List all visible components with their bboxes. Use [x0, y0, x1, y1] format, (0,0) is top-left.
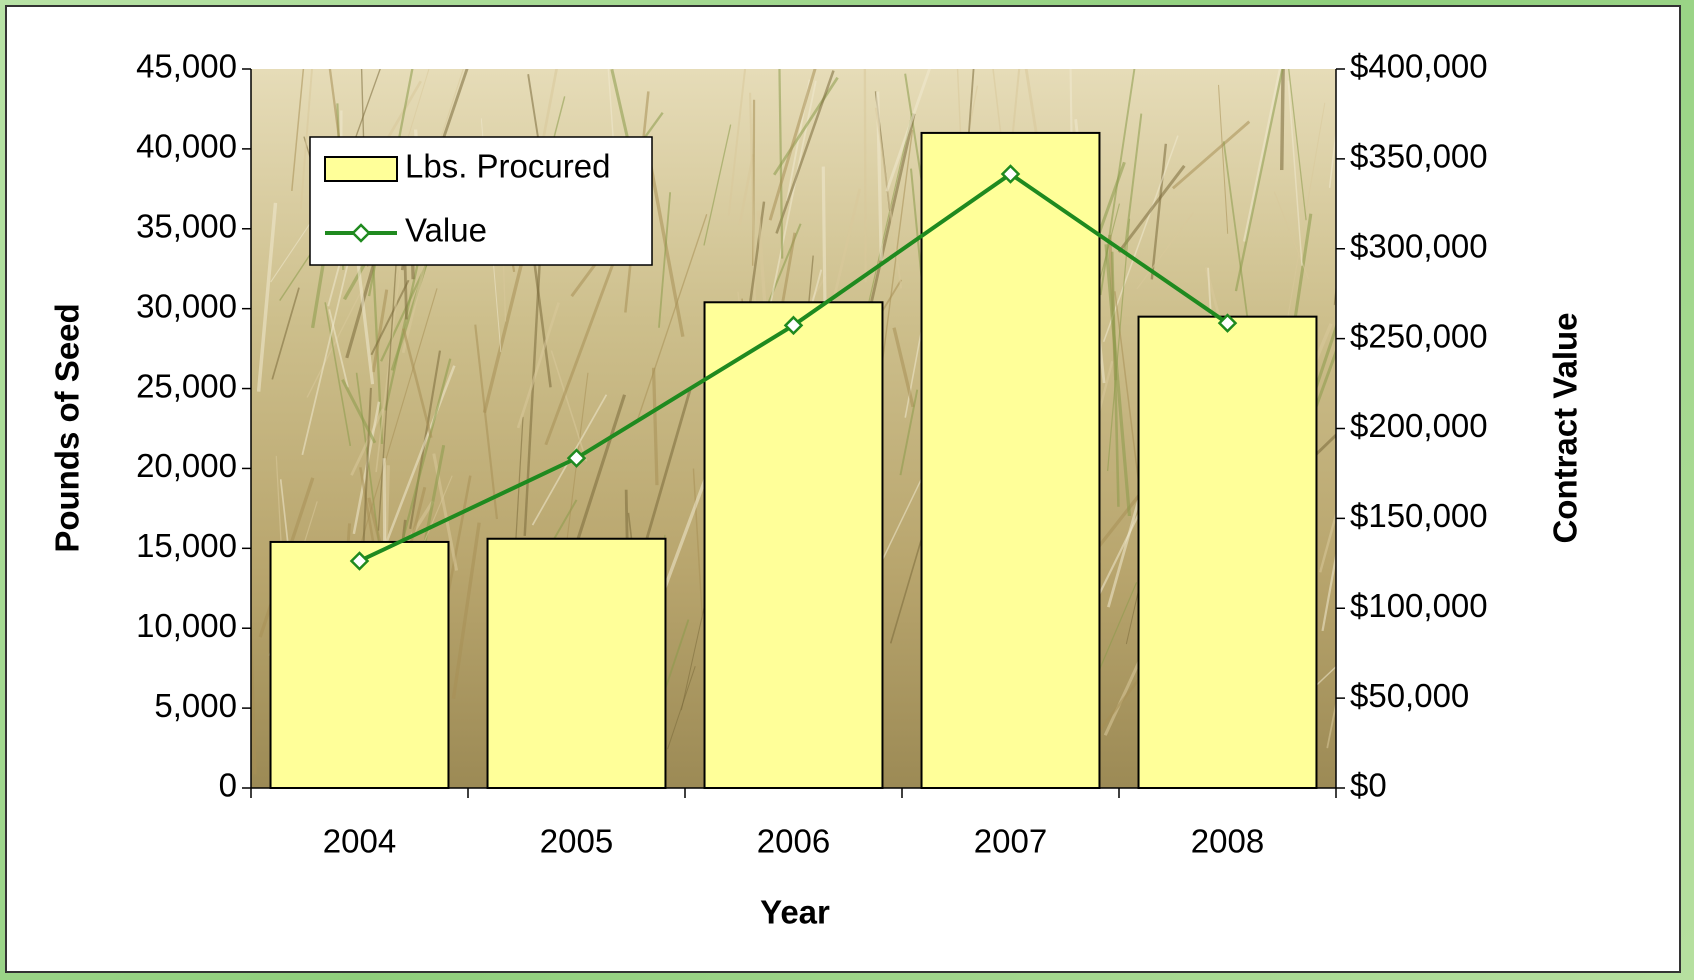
y2-tick-label: $50,000: [1350, 677, 1469, 714]
bar: [922, 133, 1100, 788]
y-tick-label: 20,000: [136, 447, 237, 484]
bar: [705, 302, 883, 788]
y2-tick-label: $350,000: [1350, 138, 1488, 175]
y2-tick-label: $100,000: [1350, 587, 1488, 624]
bar: [1139, 317, 1317, 788]
bar: [271, 542, 449, 788]
y-tick-label: 0: [219, 767, 237, 804]
y2-tick-label: $400,000: [1350, 48, 1488, 85]
y2-tick-label: $300,000: [1350, 227, 1488, 264]
y-tick-label: 10,000: [136, 607, 237, 644]
y-tick-label: 5,000: [154, 687, 237, 724]
bar: [488, 539, 666, 788]
y2-tick-label: $200,000: [1350, 407, 1488, 444]
y-tick-label: 25,000: [136, 367, 237, 404]
legend-swatch: [325, 157, 397, 181]
grass-blade: [865, 38, 866, 283]
x-axis-title: Year: [760, 894, 830, 931]
x-tick-label: 2004: [323, 823, 396, 860]
y-tick-label: 45,000: [136, 48, 237, 85]
y2-axis-title: Contract Value: [1547, 312, 1584, 543]
legend-label: Lbs. Procured: [405, 148, 610, 185]
y-tick-label: 30,000: [136, 287, 237, 324]
y-axis-title: Pounds of Seed: [49, 303, 86, 552]
x-tick-label: 2005: [540, 823, 613, 860]
y2-tick-label: $0: [1350, 767, 1387, 804]
frame: Pounds of Seed Contract Value Year 0 5,00…: [0, 0, 1694, 980]
y-tick-label: 35,000: [136, 207, 237, 244]
y2-tick-label: $150,000: [1350, 497, 1488, 534]
y2-tick-label: $250,000: [1350, 317, 1488, 354]
x-tick-label: 2007: [974, 823, 1047, 860]
x-tick-label: 2006: [757, 823, 830, 860]
x-tick-label: 2008: [1191, 823, 1264, 860]
y-tick-label: 15,000: [136, 527, 237, 564]
y-tick-label: 40,000: [136, 128, 237, 165]
legend-label: Value: [405, 212, 487, 249]
chart: Pounds of Seed Contract Value Year 0 5,00…: [0, 0, 1694, 980]
